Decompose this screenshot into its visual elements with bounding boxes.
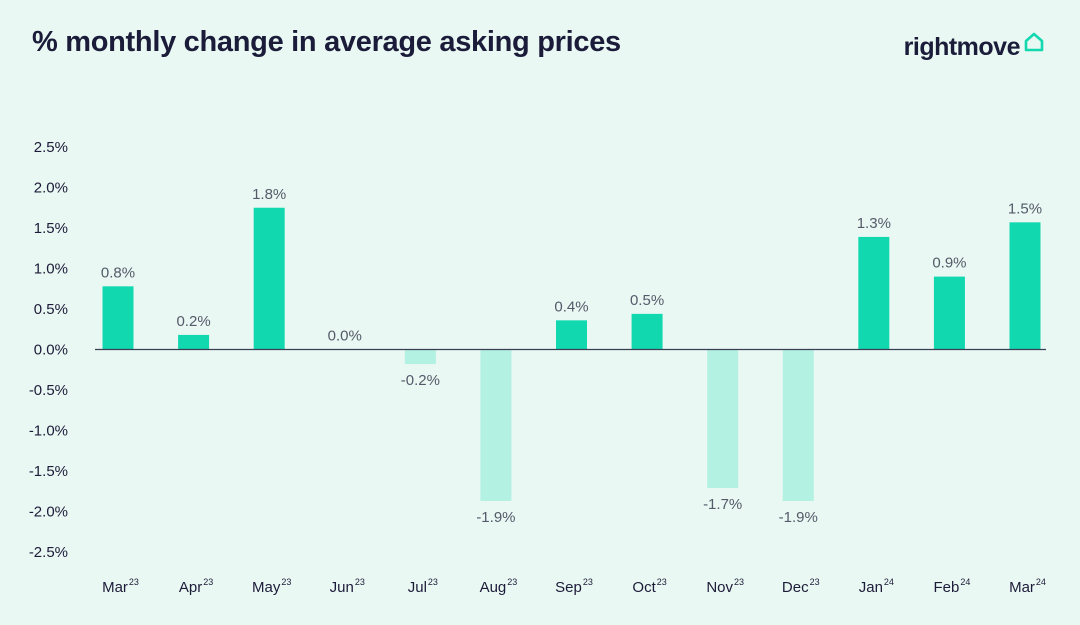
data-label: 0.5%	[630, 292, 664, 309]
chart-title: % monthly change in average asking price…	[32, 26, 621, 58]
x-tick-year: 24	[960, 577, 970, 587]
bar	[1009, 222, 1041, 350]
y-tick-label: -0.5%	[29, 382, 68, 399]
data-label: 1.5%	[1008, 200, 1042, 217]
x-tick-label: Nov	[706, 579, 733, 596]
data-label: -1.7%	[703, 496, 742, 513]
x-tick-label: Apr	[179, 579, 202, 596]
data-label: 0.8%	[101, 264, 135, 281]
brand-name: rightmove	[903, 33, 1021, 61]
x-tick-label: Jul	[408, 579, 427, 596]
x-tick-year: 23	[583, 577, 593, 587]
bar	[631, 313, 663, 350]
x-tick-year: 23	[281, 577, 291, 587]
data-label: -1.9%	[779, 509, 818, 526]
x-tick-year: 23	[507, 577, 517, 587]
bar	[178, 334, 210, 350]
x-tick-year: 23	[129, 577, 139, 587]
bar	[858, 236, 890, 350]
data-label: 0.2%	[176, 313, 210, 330]
data-label: 1.8%	[252, 186, 286, 203]
y-tick-label: 0.0%	[34, 342, 68, 359]
y-tick-label: -2.5%	[29, 544, 68, 561]
y-tick-label: -2.0%	[29, 504, 68, 521]
x-tick-year: 24	[1036, 577, 1046, 587]
y-tick-label: 2.5%	[34, 139, 68, 156]
data-label: 0.0%	[328, 328, 362, 345]
x-tick-year: 23	[355, 577, 365, 587]
x-tick-label: Oct	[632, 579, 656, 596]
bar	[933, 276, 965, 350]
bar	[404, 349, 436, 365]
data-label: -0.2%	[401, 372, 440, 389]
x-tick-year: 23	[734, 577, 744, 587]
x-tick-label: Aug	[480, 579, 507, 596]
brand-logo: rightmove	[904, 30, 1046, 62]
x-tick-year: 23	[428, 577, 438, 587]
bar	[556, 320, 587, 350]
x-tick-label: Mar	[102, 579, 128, 596]
x-tick-year: 24	[884, 577, 894, 587]
y-tick-label: 1.5%	[34, 220, 68, 237]
x-tick-label: Feb	[933, 579, 959, 596]
y-tick-label: -1.0%	[29, 423, 68, 440]
x-tick-label: Jun	[330, 579, 354, 596]
x-tick-label: May	[252, 579, 281, 596]
y-tick-label: 0.5%	[34, 301, 68, 318]
house-icon	[1024, 32, 1044, 52]
x-tick-year: 23	[810, 577, 820, 587]
bar	[253, 207, 285, 350]
x-tick-label: Sep	[555, 579, 582, 596]
x-tick-label: Jan	[859, 579, 883, 596]
bar	[782, 349, 814, 501]
x-tick-year: 23	[657, 577, 667, 587]
data-label: 0.9%	[932, 255, 966, 272]
y-tick-label: -1.5%	[29, 463, 68, 480]
y-tick-label: 2.0%	[34, 180, 68, 197]
x-tick-year: 23	[203, 577, 213, 587]
y-tick-label: 1.0%	[34, 261, 68, 278]
data-label: 0.4%	[554, 298, 588, 315]
bar	[480, 349, 512, 501]
data-label: 1.3%	[857, 215, 891, 232]
bar	[707, 349, 739, 489]
x-tick-label: Mar	[1009, 579, 1035, 596]
data-label: -1.9%	[476, 509, 515, 526]
x-tick-label: Dec	[782, 579, 809, 596]
bar	[102, 286, 134, 350]
